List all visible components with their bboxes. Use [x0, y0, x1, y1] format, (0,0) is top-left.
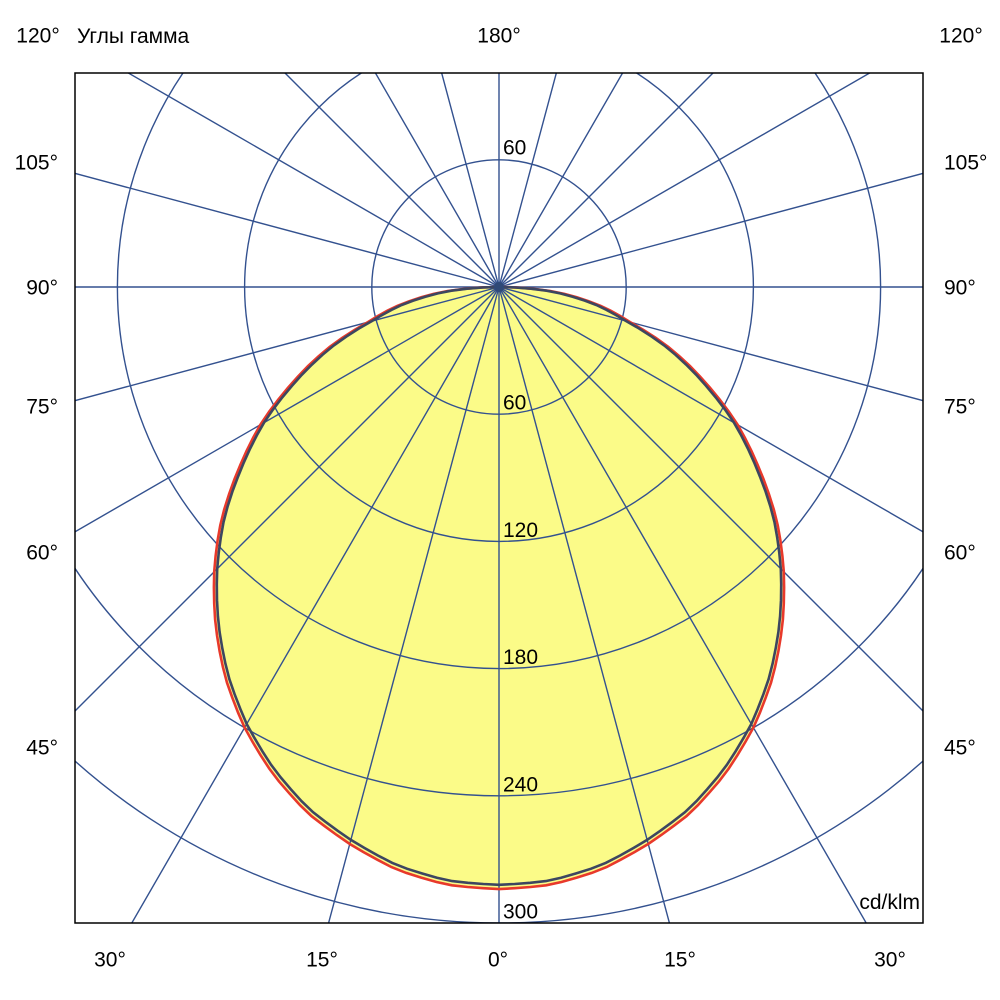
radial-tick-label: 180: [503, 646, 538, 669]
polar-grid-line: [498, 73, 558, 288]
polar-grid-line: [498, 286, 923, 712]
angle-label: 120°: [939, 25, 982, 48]
radial-tick-label: 120: [503, 519, 538, 542]
polar-grid-line: [126, 73, 500, 288]
angle-label: 15°: [306, 949, 338, 972]
polar-grid-line: [75, 286, 500, 712]
angle-label: 90°: [26, 277, 58, 300]
curve-c0-180: [212, 285, 786, 891]
polar-grid-line: [498, 286, 923, 402]
polar-grid-line: [374, 73, 500, 288]
polar-grid-line: [284, 73, 500, 288]
angle-label: 60°: [26, 542, 58, 565]
angle-label: 45°: [26, 737, 58, 760]
angle-label: 105°: [944, 152, 987, 175]
angle-label: 30°: [874, 949, 906, 972]
angle-label: 60°: [944, 542, 976, 565]
unit-label: cd/klm: [859, 891, 920, 914]
radial-tick-label: 240: [503, 773, 538, 796]
center-dot: [494, 282, 504, 292]
polar-grid-line: [498, 286, 671, 923]
plot-frame: [74, 72, 924, 924]
radial-tick-label: 60: [503, 392, 526, 415]
polar-grid-line: [498, 172, 923, 288]
radial-tick-label: 60: [503, 136, 526, 159]
angle-label: 180°: [477, 25, 520, 48]
polar-grid-line: [75, 172, 500, 288]
polar-grid-line: [327, 286, 500, 923]
angle-label: 15°: [664, 949, 696, 972]
angle-label: 45°: [944, 737, 976, 760]
polar-grid-line: [440, 73, 500, 288]
polar-grid-line: [75, 286, 500, 402]
polar-grid-line: [498, 73, 714, 288]
angle-label: 105°: [15, 152, 58, 175]
polar-grid-line: [498, 73, 872, 288]
angle-label: 75°: [26, 396, 58, 419]
polar-grid-line: [498, 286, 868, 923]
radial-tick-label: 300: [503, 901, 538, 924]
polar-grid-line: [75, 286, 500, 533]
angle-label: 0°: [488, 949, 508, 972]
polar-grid-line: [498, 73, 624, 288]
angle-label: 75°: [944, 396, 976, 419]
angle-label: 30°: [94, 949, 126, 972]
angle-label: 90°: [944, 277, 976, 300]
chart-title: Углы гамма: [77, 25, 190, 48]
polar-grid-line: [130, 286, 500, 923]
angle-label: 120°: [16, 25, 59, 48]
polar-grid-line: [498, 286, 923, 533]
curve-c90-270: [215, 285, 783, 887]
